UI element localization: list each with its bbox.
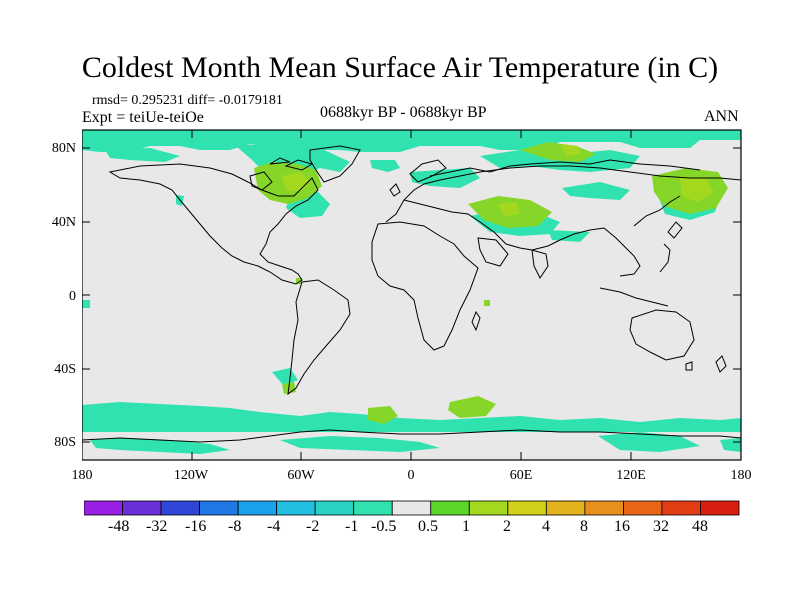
cbar-label-3: -16 xyxy=(185,518,207,535)
colorbar-swatch-12 xyxy=(507,500,547,516)
colorbar-swatches xyxy=(84,500,740,516)
lon-label-180w: 180 xyxy=(71,468,93,483)
colorbar-swatch-1 xyxy=(84,500,123,516)
colorbar-swatch-3 xyxy=(160,500,200,516)
colorbar-swatch-14 xyxy=(584,500,624,516)
colorbar-swatch-10 xyxy=(430,500,470,516)
lat-label-80n: 80N xyxy=(51,141,76,156)
colorbar-swatch-9 xyxy=(391,500,432,516)
cbar-label-6: -2 xyxy=(306,518,320,535)
cbar-label-11: 2 xyxy=(503,518,511,535)
colorbar-swatch-7 xyxy=(314,500,355,516)
cbar-label-5: -4 xyxy=(267,518,281,535)
cbar-label-16: 48 xyxy=(692,518,708,535)
anomaly-field xyxy=(82,130,741,454)
axis-ticks xyxy=(82,130,741,460)
cbar-label-1: -48 xyxy=(108,518,130,535)
cbar-label-12: 4 xyxy=(542,518,550,535)
lon-label-120w: 120W xyxy=(173,468,209,483)
lat-label-40n: 40N xyxy=(51,215,76,230)
colorbar-swatch-8 xyxy=(353,500,393,516)
cbar-label-9: 0.5 xyxy=(418,518,438,535)
colorbar-swatch-4 xyxy=(199,500,239,516)
colorbar-swatch-13 xyxy=(545,500,586,516)
cbar-label-8: -0.5 xyxy=(371,518,397,535)
lat-label-0: 0 xyxy=(69,289,76,304)
lon-label-0: 0 xyxy=(407,468,415,483)
experiment-label: Expt = teiUe-teiOe xyxy=(82,109,204,126)
lon-label-60w: 60W xyxy=(287,468,315,483)
colorbar-swatch-16 xyxy=(661,500,701,516)
season-label: ANN xyxy=(704,108,739,125)
cool-anomaly-patches xyxy=(82,130,741,454)
map-title: Coldest Month Mean Surface Air Temperatu… xyxy=(81,51,719,84)
lon-label-60e: 60E xyxy=(509,468,533,483)
lon-label-180e: 180 xyxy=(730,468,752,483)
map-background xyxy=(82,130,741,460)
colorbar-swatch-11 xyxy=(468,500,509,516)
cbar-label-4: -8 xyxy=(228,518,242,535)
colorbar-swatch-15 xyxy=(623,500,663,516)
colorbar-swatch-2 xyxy=(122,500,162,516)
cbar-label-7: -1 xyxy=(345,518,359,535)
stats-text: rmsd= 0.295231 diff= -0.0179181 xyxy=(92,93,283,108)
cbar-label-13: 8 xyxy=(580,518,588,535)
colorbar-swatch-17 xyxy=(700,500,740,516)
cbar-label-10: 1 xyxy=(462,518,470,535)
lon-label-120e: 120E xyxy=(616,468,646,483)
colorbar xyxy=(84,500,740,516)
cbar-label-2: -32 xyxy=(146,518,168,535)
cbar-label-14: 16 xyxy=(614,518,630,535)
lat-label-80s: 80S xyxy=(54,435,76,450)
coastlines xyxy=(82,145,741,443)
colorbar-swatch-5 xyxy=(237,500,278,516)
period-label: 0688kyr BP - 0688kyr BP xyxy=(320,104,487,121)
colorbar-labels: -48 -32 -16 -8 -4 -2 -1 -0.5 0.5 1 2 4 8… xyxy=(0,518,800,540)
warm-medium-patches xyxy=(282,144,714,216)
world-map xyxy=(82,129,742,461)
lat-label-40s: 40S xyxy=(54,362,76,377)
colorbar-swatch-6 xyxy=(276,500,316,516)
cbar-label-15: 32 xyxy=(653,518,669,535)
